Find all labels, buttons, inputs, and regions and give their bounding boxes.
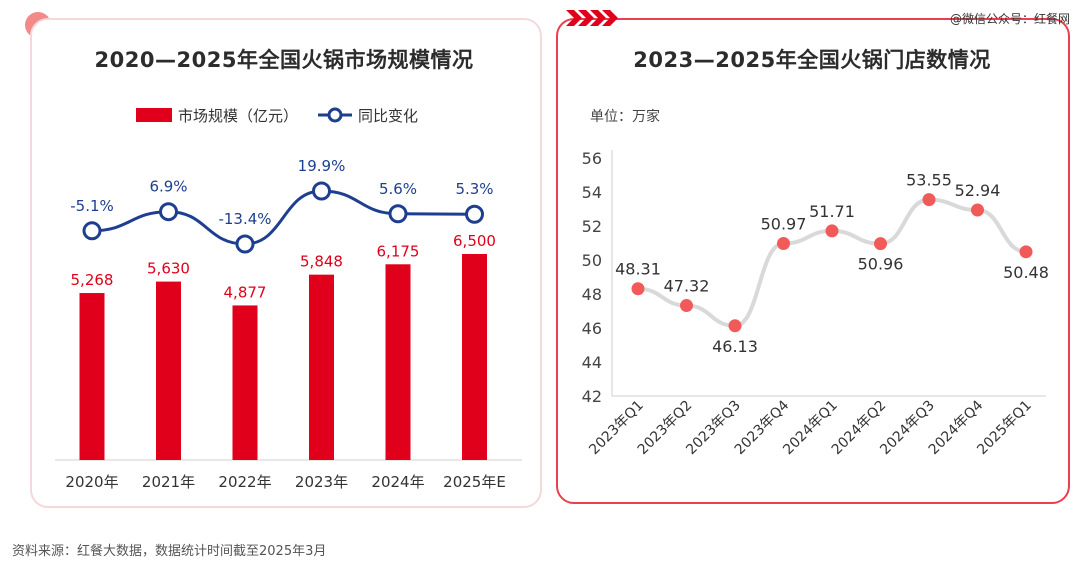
- right-chart-title: 2023—2025年全国火锅门店数情况: [633, 48, 991, 72]
- store-point-0: [631, 282, 645, 296]
- y-tick-label-0: 42: [582, 387, 602, 406]
- bar-4: [385, 264, 411, 460]
- store-point-3: [777, 237, 790, 251]
- left-chart-title: 2020—2025年全国火锅市场规模情况: [94, 48, 474, 72]
- store-point-7: [971, 203, 984, 217]
- bar-0: [79, 293, 105, 460]
- bar-5: [462, 254, 487, 460]
- store-value-label-0: 48.31: [615, 260, 661, 279]
- bar-1: [156, 281, 181, 460]
- bar-3: [309, 274, 334, 460]
- legend-line-marker: [327, 107, 343, 123]
- yoy-point-2: [235, 234, 255, 254]
- yoy-label-4: 5.6%: [379, 180, 417, 198]
- bar-value-label-4: 6,175: [377, 242, 420, 260]
- y-tick-label-3: 48: [582, 285, 602, 304]
- store-point-6: [922, 193, 936, 207]
- store-point-4: [825, 224, 839, 238]
- x-tick-label-2: 2022年: [218, 473, 271, 491]
- store-point-8: [1019, 245, 1033, 259]
- legend-bar-swatch: [136, 108, 172, 122]
- store-point-5: [874, 237, 887, 251]
- yoy-point-4: [388, 204, 408, 224]
- x-tick-label-4: 2024年: [371, 473, 424, 491]
- y-tick-label-6: 54: [582, 183, 602, 202]
- store-value-label-4: 51.71: [809, 202, 855, 221]
- store-value-label-2: 46.13: [712, 337, 758, 356]
- y-tick-label-5: 52: [582, 217, 602, 236]
- legend: 市场规模（亿元） 同比变化: [136, 107, 418, 125]
- store-value-label-8: 50.48: [1003, 263, 1049, 282]
- yoy-label-2: -13.4%: [218, 210, 271, 228]
- legend-line-label: 同比变化: [358, 107, 418, 125]
- market-size-panel: [30, 18, 542, 508]
- y-tick-label-1: 44: [582, 353, 602, 372]
- x-tick-label-5: 2025年E: [443, 473, 506, 491]
- store-value-label-3: 50.97: [761, 215, 807, 234]
- yoy-label-0: -5.1%: [70, 197, 114, 215]
- yoy-point-1: [159, 202, 178, 222]
- legend-bar-label: 市场规模（亿元）: [178, 107, 298, 125]
- yoy-label-3: 19.9%: [298, 157, 346, 175]
- yoy-label-5: 5.3%: [455, 180, 493, 198]
- y-tick-label-7: 56: [582, 149, 602, 168]
- store-point-1: [680, 299, 693, 313]
- bar-value-label-5: 6,500: [453, 232, 496, 250]
- chevron-decoration-icon: [566, 10, 618, 26]
- store-value-label-6: 53.55: [906, 171, 952, 190]
- bar-value-label-3: 5,848: [300, 253, 343, 271]
- yoy-label-1: 6.9%: [149, 178, 187, 196]
- yoy-point-3: [312, 181, 331, 201]
- bar-value-label-1: 5,630: [147, 260, 190, 278]
- x-tick-label-1: 2021年: [142, 473, 195, 491]
- bar-2: [232, 305, 258, 460]
- yoy-point-5: [465, 204, 484, 224]
- store-value-label-5: 50.96: [858, 255, 904, 274]
- footer-source: 资料来源：红餐大数据，数据统计时间截至2025年3月: [12, 544, 327, 559]
- store-value-label-7: 52.94: [955, 181, 1001, 200]
- store-count-panel: [556, 18, 1070, 504]
- bar-value-label-2: 4,877: [224, 283, 267, 301]
- x-tick-label-3: 2023年: [295, 473, 348, 491]
- y-tick-label-4: 50: [582, 251, 602, 270]
- bar-value-label-0: 5,268: [71, 271, 114, 289]
- source-tag: @微信公众号：红餐网: [949, 12, 1070, 26]
- store-value-label-1: 47.32: [664, 277, 710, 296]
- x-tick-label-0: 2020年: [65, 473, 118, 491]
- store-point-2: [728, 319, 742, 333]
- yoy-point-0: [82, 221, 102, 241]
- y-tick-label-2: 46: [582, 319, 602, 338]
- unit-label: 单位：万家: [590, 109, 660, 125]
